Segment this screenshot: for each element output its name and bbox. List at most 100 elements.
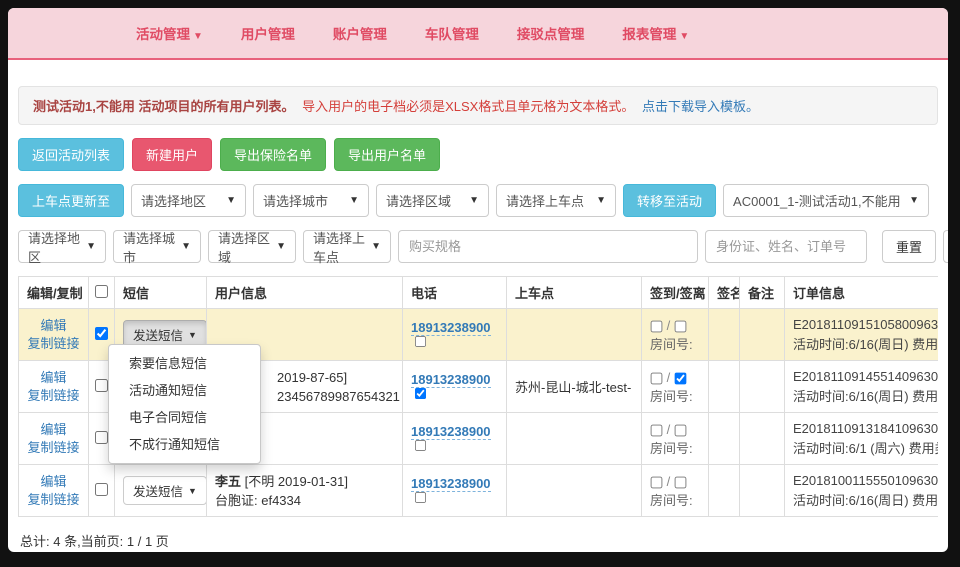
nav-account-management[interactable]: 账户管理 bbox=[332, 27, 387, 42]
user-id-info: [不明 2019-01-31] bbox=[241, 473, 348, 489]
signature-cell bbox=[708, 464, 740, 517]
district-select-2[interactable]: 请选择区域 ▼ bbox=[208, 230, 296, 265]
sign-in-checkbox[interactable] bbox=[650, 424, 663, 436]
order-info-cell: E201810011555010963000003 活动时间:6/16(周日) … bbox=[784, 464, 938, 517]
edit-link[interactable]: 编辑 bbox=[40, 421, 67, 437]
user-info-line2: 台胞证: ef4334 bbox=[215, 492, 301, 508]
user-name: 李五 bbox=[215, 473, 242, 489]
send-sms-button[interactable]: 发送短信 ▼ bbox=[123, 476, 206, 505]
menu-item-activity-notice-sms[interactable]: 活动通知短信 bbox=[129, 383, 208, 398]
update-pickup-point-button[interactable]: 上车点更新至 bbox=[18, 184, 125, 217]
caret-down-icon: ▼ bbox=[226, 195, 237, 206]
header-edit-copy: 编辑/复制 bbox=[18, 276, 89, 309]
pickup-point-cell bbox=[506, 464, 642, 517]
header-signature: 签名 bbox=[708, 276, 740, 309]
sign-in-checkbox[interactable] bbox=[650, 320, 663, 332]
sign-in-checkbox[interactable] bbox=[650, 372, 663, 384]
select-value: 请选择地区 bbox=[141, 194, 207, 209]
app-window: 活动管理 ▼ 用户管理 账户管理 车队管理 接驳点管理 报表管理 ▼ 测试活动1,不… bbox=[8, 8, 948, 552]
nav-shuttle-point-management[interactable]: 接驳点管理 bbox=[516, 27, 585, 42]
order-info-cell: E2018110915105800963000025 活动时间:6/16(周日)… bbox=[784, 308, 938, 361]
download-template-link[interactable]: 点击下载导入模板。 bbox=[641, 99, 759, 114]
action-button-row: 返回活动列表 新建用户 导出保险名单 导出用户名单 bbox=[18, 138, 938, 171]
export-user-list-button[interactable]: 导出用户名单 bbox=[334, 138, 441, 171]
phone-link[interactable]: 18913238900 bbox=[411, 423, 491, 440]
reset-button[interactable]: 重置 bbox=[882, 230, 937, 263]
nav-label: 报表管理 bbox=[622, 27, 677, 42]
table-header-row: 编辑/复制 短信 用户信息 电话 上车点 签到/签离 签名 备注 订单信息 bbox=[18, 276, 938, 309]
menu-item-e-contract-sms[interactable]: 电子合同短信 bbox=[129, 410, 208, 425]
back-to-activity-list-button[interactable]: 返回活动列表 bbox=[18, 138, 125, 171]
caret-down-icon: ▼ bbox=[188, 485, 197, 496]
sign-out-checkbox[interactable] bbox=[674, 320, 687, 332]
sign-out-checkbox[interactable] bbox=[674, 476, 687, 488]
caret-down-icon: ▼ bbox=[349, 195, 360, 206]
edit-link[interactable]: 编辑 bbox=[40, 317, 67, 333]
order-activity-time: 活动时间:6/16(周日) 费用类型 bbox=[793, 492, 938, 508]
region-select[interactable]: 请选择地区 ▼ bbox=[131, 184, 247, 217]
header-sign-in-out: 签到/签离 bbox=[641, 276, 709, 309]
phone-link[interactable]: 18913238900 bbox=[411, 371, 491, 388]
pickup-point-select[interactable]: 请选择上车点 ▼ bbox=[496, 184, 617, 217]
sign-separator: / bbox=[666, 421, 671, 437]
order-number: E201810011555010963000003 bbox=[793, 472, 938, 488]
transfer-to-activity-button[interactable]: 转移至活动 bbox=[623, 184, 717, 217]
sign-in-checkbox[interactable] bbox=[650, 476, 663, 488]
phone-checkbox[interactable] bbox=[414, 387, 427, 399]
nav-fleet-management[interactable]: 车队管理 bbox=[424, 27, 479, 42]
nav-activity-management[interactable]: 活动管理 ▼ bbox=[136, 23, 203, 43]
row-checkbox[interactable] bbox=[95, 326, 108, 340]
sign-out-checkbox[interactable] bbox=[674, 424, 687, 436]
sign-out-checkbox[interactable] bbox=[674, 372, 687, 384]
copy-link-link[interactable]: 复制链接 bbox=[27, 335, 80, 351]
phone-checkbox[interactable] bbox=[414, 439, 427, 451]
pickup-point-select-2[interactable]: 请选择上车点 ▼ bbox=[303, 230, 391, 265]
phone-checkbox[interactable] bbox=[414, 335, 427, 347]
search-input[interactable] bbox=[705, 230, 867, 263]
phone-link[interactable]: 18913238900 bbox=[411, 319, 491, 336]
edit-link[interactable]: 编辑 bbox=[40, 473, 67, 489]
menu-item-trip-cancel-notice-sms[interactable]: 不成行通知短信 bbox=[129, 437, 221, 452]
header-phone: 电话 bbox=[402, 276, 507, 309]
row-checkbox[interactable] bbox=[95, 378, 108, 392]
region-select-2[interactable]: 请选择地区 ▼ bbox=[18, 230, 106, 265]
copy-link-link[interactable]: 复制链接 bbox=[27, 387, 80, 403]
phone-checkbox[interactable] bbox=[414, 491, 427, 503]
order-number: E2018110915105800963000025 bbox=[793, 316, 938, 332]
header-order-info: 订单信息 bbox=[784, 276, 938, 309]
select-value: 请选择地区 bbox=[28, 230, 81, 265]
top-navbar: 活动管理 ▼ 用户管理 账户管理 车队管理 接驳点管理 报表管理 ▼ bbox=[8, 8, 948, 60]
filter-button[interactable]: 过滤 bbox=[943, 230, 948, 263]
row-checkbox[interactable] bbox=[95, 482, 108, 496]
new-user-button[interactable]: 新建用户 bbox=[132, 138, 213, 171]
caret-down-icon: ▼ bbox=[86, 241, 96, 252]
header-user-info: 用户信息 bbox=[206, 276, 403, 309]
order-info-cell: E201811091318410963000031 活动时间:6/1 (周六) … bbox=[784, 412, 938, 465]
user-info-line1: 2019-87-65] bbox=[277, 369, 348, 385]
purchase-spec-input[interactable] bbox=[398, 230, 698, 263]
nav-report-management[interactable]: 报表管理 ▼ bbox=[622, 23, 689, 43]
edit-link[interactable]: 编辑 bbox=[40, 369, 67, 385]
order-number: E201811091318410963000031 bbox=[793, 420, 938, 436]
city-select[interactable]: 请选择城市 ▼ bbox=[253, 184, 370, 217]
copy-link-link[interactable]: 复制链接 bbox=[27, 439, 80, 455]
menu-item-request-info-sms[interactable]: 索要信息短信 bbox=[129, 356, 208, 371]
room-number-label: 房间号: bbox=[650, 492, 693, 508]
header-sms: 短信 bbox=[114, 276, 207, 309]
district-select[interactable]: 请选择区域 ▼ bbox=[376, 184, 490, 217]
nav-user-management[interactable]: 用户管理 bbox=[240, 27, 295, 42]
alert-notice-text: 导入用户的电子档必须是XLSX格式且单元格为文本格式。 bbox=[302, 99, 635, 114]
users-table: 编辑/复制 短信 用户信息 电话 上车点 签到/签离 签名 备注 订单信息 bbox=[18, 276, 938, 517]
export-insurance-list-button[interactable]: 导出保险名单 bbox=[220, 138, 327, 171]
row-checkbox[interactable] bbox=[95, 430, 108, 444]
send-sms-label: 发送短信 bbox=[133, 485, 184, 499]
order-activity-time: 活动时间:6/16(周日) 费用类型 bbox=[793, 388, 938, 404]
city-select-2[interactable]: 请选择城市 ▼ bbox=[113, 230, 201, 265]
copy-link-link[interactable]: 复制链接 bbox=[27, 491, 80, 507]
select-all-checkbox[interactable] bbox=[95, 284, 108, 298]
sign-separator: / bbox=[666, 317, 671, 333]
sign-separator: / bbox=[666, 473, 671, 489]
activity-select[interactable]: AC0001_1-测试活动1,不能用 ▼ bbox=[723, 184, 930, 217]
phone-link[interactable]: 18913238900 bbox=[411, 475, 491, 492]
search-filter-row: 请选择地区 ▼ 请选择城市 ▼ 请选择区域 ▼ 请选择上车点 ▼ 重置 过滤 bbox=[18, 230, 948, 265]
